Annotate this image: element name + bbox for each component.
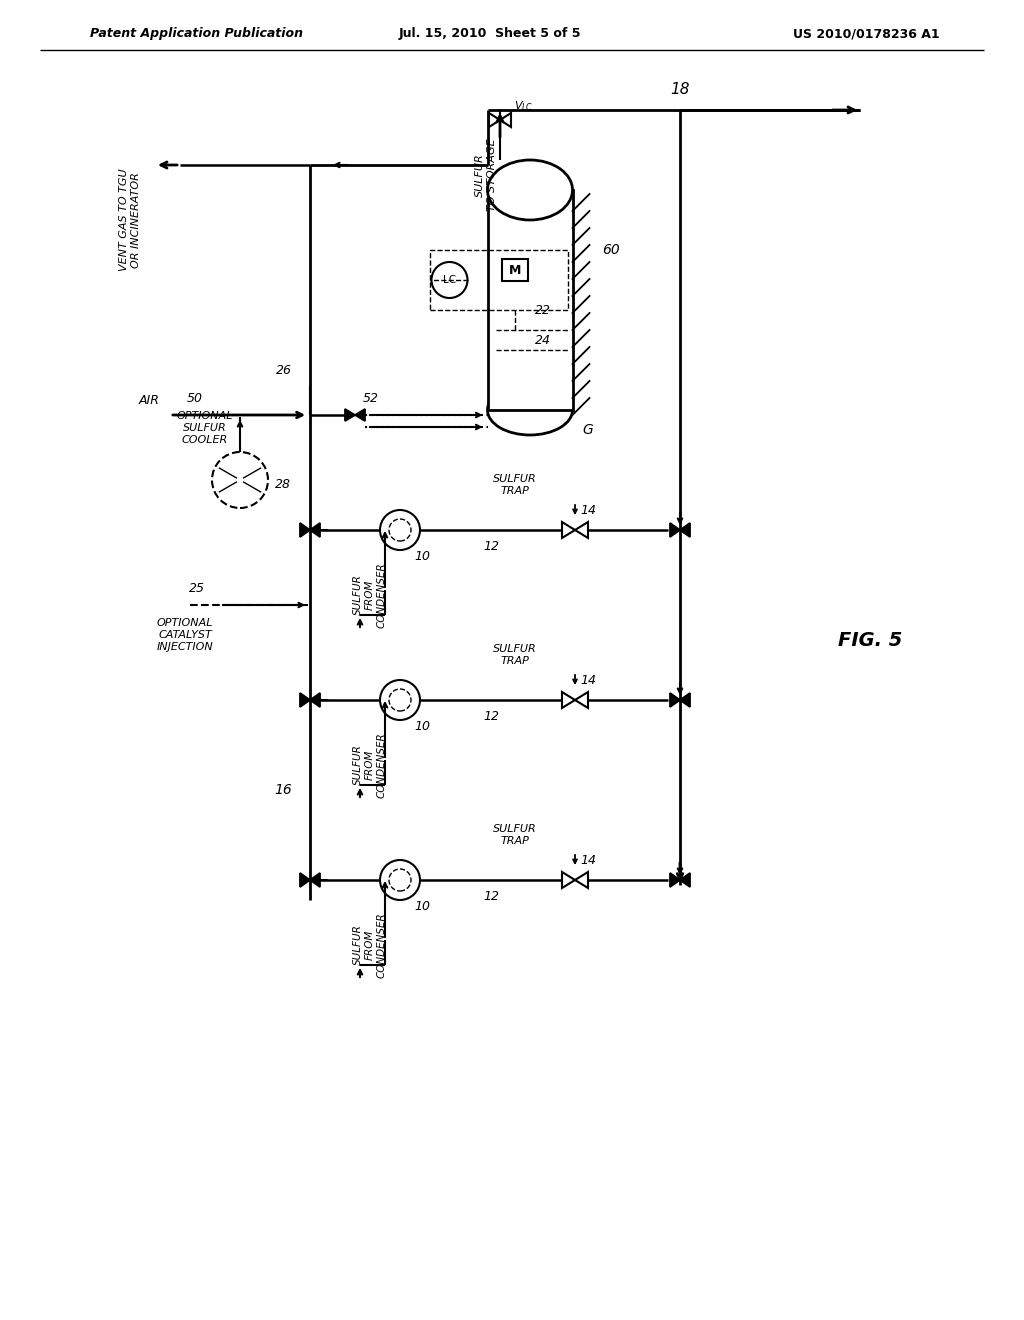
Polygon shape (489, 114, 511, 127)
Text: 22: 22 (535, 304, 551, 317)
Text: 28: 28 (275, 479, 291, 491)
Text: US 2010/0178236 A1: US 2010/0178236 A1 (794, 28, 940, 41)
Bar (487, 190, 572, 411)
Ellipse shape (487, 385, 572, 436)
Text: 50: 50 (187, 392, 203, 405)
Text: M: M (509, 264, 521, 276)
Circle shape (380, 680, 420, 719)
Polygon shape (345, 409, 365, 421)
Polygon shape (670, 693, 690, 708)
Polygon shape (670, 873, 690, 887)
Bar (429, 249, 567, 310)
Text: OPTIONAL
CATALYST
INJECTION: OPTIONAL CATALYST INJECTION (157, 618, 213, 652)
Text: 10: 10 (414, 899, 430, 912)
Text: SULFUR
FROM
CONDENSER: SULFUR FROM CONDENSER (353, 562, 387, 628)
Text: 26: 26 (276, 363, 292, 376)
Polygon shape (562, 873, 588, 888)
Text: SULFUR
TRAP: SULFUR TRAP (494, 644, 537, 665)
Circle shape (380, 861, 420, 900)
Text: OPTIONAL
SULFUR
COOLER: OPTIONAL SULFUR COOLER (177, 412, 233, 445)
Text: 14: 14 (580, 854, 596, 866)
Text: 24: 24 (535, 334, 551, 346)
Polygon shape (562, 521, 588, 539)
Text: G: G (583, 422, 593, 437)
Circle shape (212, 451, 268, 508)
Text: SULFUR
FROM
CONDENSER: SULFUR FROM CONDENSER (353, 733, 387, 797)
Polygon shape (300, 873, 319, 887)
Circle shape (389, 869, 411, 891)
Text: AIR: AIR (139, 393, 160, 407)
Text: 25: 25 (189, 582, 205, 595)
Text: 16: 16 (274, 783, 292, 797)
Polygon shape (300, 693, 319, 708)
Text: 14: 14 (580, 503, 596, 516)
Text: SULFUR
TRAP: SULFUR TRAP (494, 474, 537, 496)
Polygon shape (670, 523, 690, 537)
Circle shape (389, 519, 411, 541)
Text: SULFUR
TO STORAGE: SULFUR TO STORAGE (475, 139, 497, 211)
Polygon shape (562, 692, 588, 708)
Text: 10: 10 (414, 549, 430, 562)
Text: Patent Application Publication: Patent Application Publication (90, 28, 303, 41)
Text: LC: LC (443, 275, 456, 285)
Text: $V_{LC}$: $V_{LC}$ (514, 99, 534, 114)
Text: 18: 18 (671, 82, 690, 98)
Bar (502, 259, 528, 281)
Text: 60: 60 (602, 243, 621, 257)
Text: 12: 12 (483, 540, 499, 553)
Polygon shape (300, 523, 319, 537)
Text: SULFUR
FROM
CONDENSER: SULFUR FROM CONDENSER (353, 912, 387, 978)
Circle shape (389, 689, 411, 711)
Circle shape (380, 510, 420, 550)
Text: 12: 12 (483, 710, 499, 722)
Ellipse shape (487, 160, 572, 220)
Text: SULFUR
TRAP: SULFUR TRAP (494, 824, 537, 846)
Text: Jul. 15, 2010  Sheet 5 of 5: Jul. 15, 2010 Sheet 5 of 5 (398, 28, 582, 41)
Text: VENT GAS TO TGU
OR INCINERATOR: VENT GAS TO TGU OR INCINERATOR (119, 169, 141, 272)
Text: FIG. 5: FIG. 5 (838, 631, 902, 649)
Text: 10: 10 (414, 719, 430, 733)
Text: 12: 12 (483, 890, 499, 903)
Circle shape (431, 261, 468, 298)
Text: 14: 14 (580, 673, 596, 686)
Text: 52: 52 (362, 392, 379, 405)
